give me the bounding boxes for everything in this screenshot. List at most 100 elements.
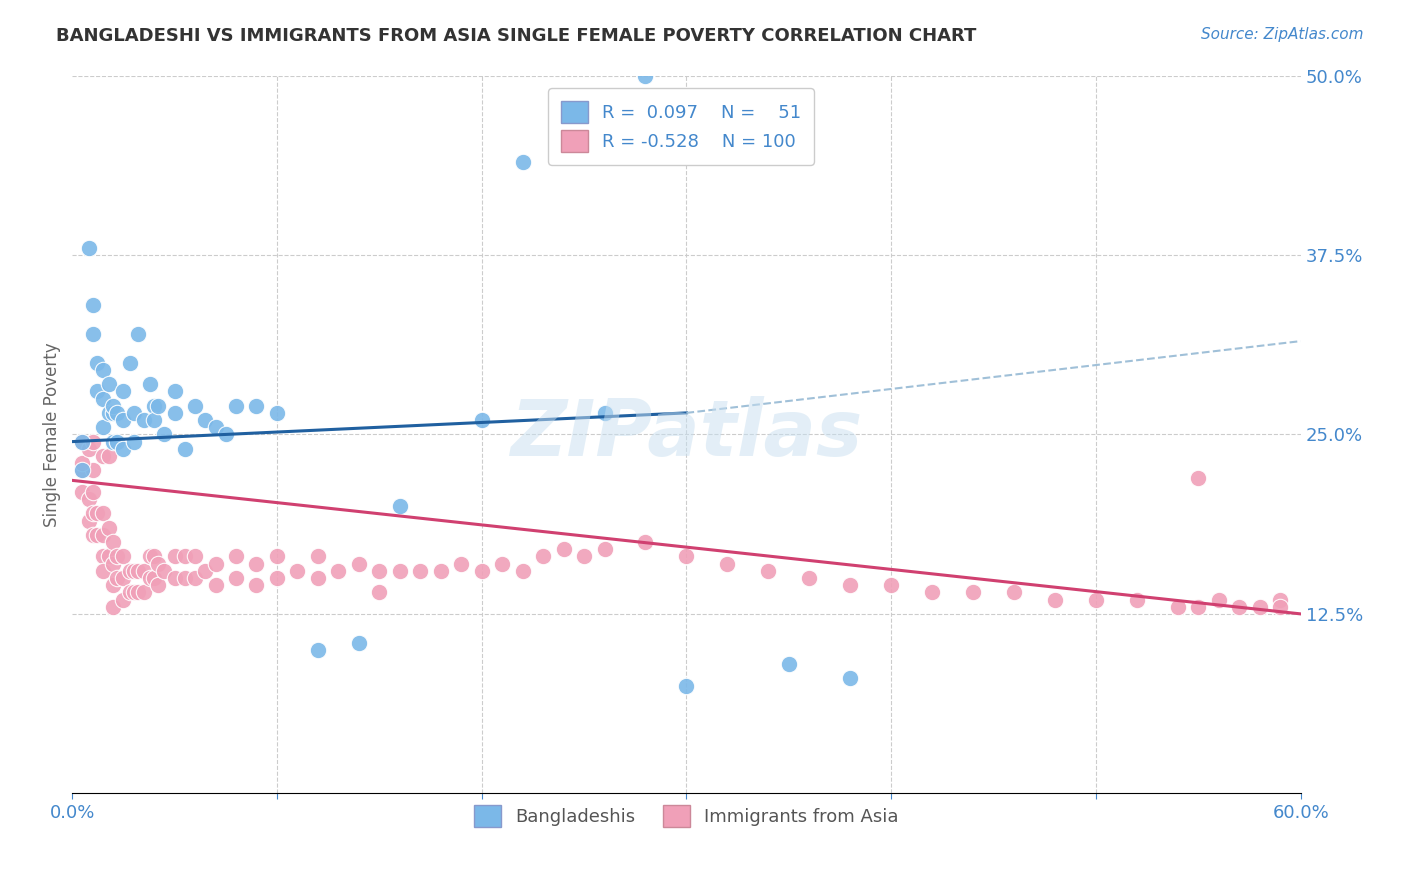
Point	[98, 377, 121, 392]
Point	[173, 571, 195, 585]
Point	[634, 69, 657, 83]
Point	[101, 578, 124, 592]
Point	[82, 507, 104, 521]
Point	[122, 434, 145, 449]
Point	[184, 549, 207, 564]
Point	[91, 420, 114, 434]
Point	[347, 557, 370, 571]
Point	[143, 413, 166, 427]
Point	[98, 449, 121, 463]
Point	[82, 298, 104, 312]
Point	[163, 549, 186, 564]
Point	[101, 399, 124, 413]
Point	[72, 434, 94, 449]
Point	[1270, 599, 1292, 614]
Point	[91, 564, 114, 578]
Point	[512, 564, 534, 578]
Point	[194, 564, 217, 578]
Point	[101, 557, 124, 571]
Point	[307, 549, 329, 564]
Point	[163, 571, 186, 585]
Text: BANGLADESHI VS IMMIGRANTS FROM ASIA SINGLE FEMALE POVERTY CORRELATION CHART: BANGLADESHI VS IMMIGRANTS FROM ASIA SING…	[56, 27, 977, 45]
Point	[531, 549, 554, 564]
Point	[82, 484, 104, 499]
Point	[368, 564, 391, 578]
Point	[105, 549, 128, 564]
Point	[266, 571, 288, 585]
Point	[225, 399, 247, 413]
Point	[756, 564, 779, 578]
Point	[132, 564, 155, 578]
Point	[86, 384, 108, 399]
Point	[1167, 599, 1189, 614]
Point	[388, 564, 411, 578]
Point	[1002, 585, 1025, 599]
Point	[122, 585, 145, 599]
Point	[328, 564, 350, 578]
Point	[77, 514, 100, 528]
Point	[512, 154, 534, 169]
Point	[553, 542, 575, 557]
Point	[86, 528, 108, 542]
Point	[101, 599, 124, 614]
Point	[204, 578, 226, 592]
Point	[245, 557, 267, 571]
Point	[245, 399, 267, 413]
Point	[1043, 592, 1066, 607]
Point	[143, 549, 166, 564]
Point	[471, 564, 494, 578]
Point	[675, 679, 697, 693]
Point	[153, 564, 176, 578]
Point	[72, 484, 94, 499]
Point	[225, 571, 247, 585]
Point	[148, 399, 170, 413]
Legend: Bangladeshis, Immigrants from Asia: Bangladeshis, Immigrants from Asia	[467, 798, 905, 835]
Point	[91, 528, 114, 542]
Point	[91, 507, 114, 521]
Point	[962, 585, 984, 599]
Point	[127, 564, 149, 578]
Point	[139, 377, 162, 392]
Point	[799, 571, 821, 585]
Point	[1249, 599, 1271, 614]
Point	[77, 442, 100, 456]
Point	[101, 406, 124, 420]
Point	[368, 585, 391, 599]
Point	[105, 434, 128, 449]
Point	[307, 571, 329, 585]
Y-axis label: Single Female Poverty: Single Female Poverty	[44, 343, 60, 527]
Point	[1187, 470, 1209, 484]
Point	[839, 578, 862, 592]
Point	[880, 578, 903, 592]
Point	[307, 642, 329, 657]
Point	[163, 406, 186, 420]
Point	[112, 442, 135, 456]
Point	[77, 491, 100, 506]
Point	[82, 326, 104, 341]
Point	[91, 392, 114, 406]
Point	[122, 564, 145, 578]
Point	[1084, 592, 1107, 607]
Point	[101, 535, 124, 549]
Point	[215, 427, 238, 442]
Text: ZIPatlas: ZIPatlas	[510, 396, 862, 473]
Point	[91, 449, 114, 463]
Point	[112, 384, 135, 399]
Point	[139, 549, 162, 564]
Point	[409, 564, 432, 578]
Point	[173, 442, 195, 456]
Point	[91, 549, 114, 564]
Point	[98, 406, 121, 420]
Point	[675, 97, 697, 112]
Point	[112, 413, 135, 427]
Point	[98, 521, 121, 535]
Point	[266, 406, 288, 420]
Point	[98, 549, 121, 564]
Point	[105, 406, 128, 420]
Point	[778, 657, 800, 672]
Point	[118, 564, 141, 578]
Point	[143, 399, 166, 413]
Point	[1126, 592, 1149, 607]
Point	[287, 564, 309, 578]
Text: Source: ZipAtlas.com: Source: ZipAtlas.com	[1201, 27, 1364, 42]
